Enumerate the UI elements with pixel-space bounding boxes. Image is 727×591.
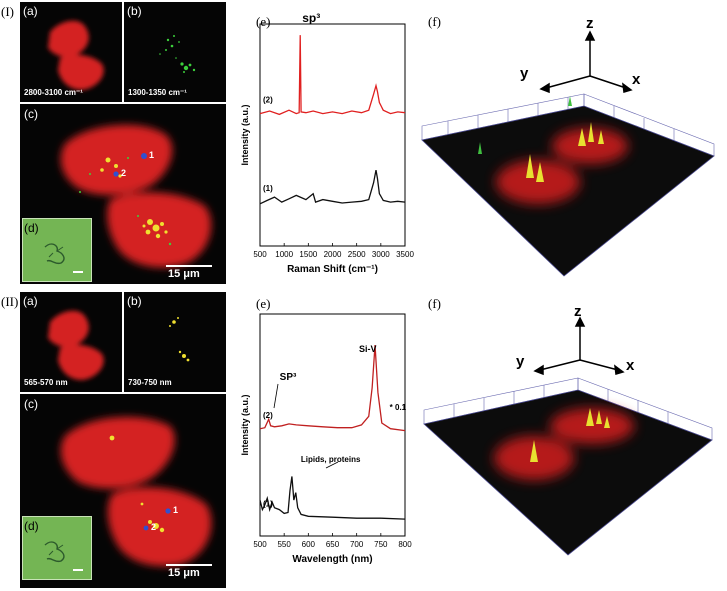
- chart2-series-1-line: [259, 345, 406, 432]
- chart1-ylabel: Intensity (a.u.): [240, 104, 250, 165]
- chart2-series-2-label: (1): [263, 499, 273, 508]
- row1-panel-f-label: (f): [428, 14, 441, 29]
- chart1-plot-frame: [259, 23, 406, 247]
- row1-3d-axes: [539, 30, 633, 94]
- row2-panel-e-label: (e): [256, 296, 271, 311]
- row2-scale-label: 15 μm: [168, 567, 200, 579]
- row2-axis-z: z: [574, 303, 582, 320]
- row2-panel-a-caption: 565-570 nm: [24, 378, 68, 387]
- chart1-series-2-label: (1): [263, 184, 273, 193]
- row2-panel-a-image: [48, 310, 104, 380]
- row1-axis-x: x: [632, 71, 641, 88]
- row2-3d-map: z y x: [423, 303, 713, 556]
- row2-panel-c-marker-1: 1: [173, 505, 179, 515]
- chart1-xlabel: Raman Shift (cm⁻¹): [287, 264, 378, 275]
- row1-raman-chart: Intensity (a.u.) 500 1000 1500 2000 2500 3000 3…: [240, 11, 414, 275]
- row1-panel-b-image: [159, 35, 196, 73]
- chart1-xtick-label: 3500: [396, 250, 414, 259]
- row1-panel-c-label: (c): [24, 107, 38, 121]
- chart1-xtick-label: 2000: [324, 250, 342, 259]
- row2-panel-b-image: [169, 317, 190, 362]
- row2-3d-axes: [533, 316, 625, 376]
- chart2-xtick-label: 750: [374, 540, 388, 549]
- row2-panel-d-inset: (d): [22, 516, 92, 580]
- row1-roman-label: (I): [1, 4, 14, 19]
- chart2-xtick-label: 550: [277, 540, 291, 549]
- row1-panel-c-marker-1: 1: [149, 150, 155, 160]
- row1-axis-y: y: [520, 65, 529, 82]
- chart1-series-1-line: [259, 35, 406, 116]
- row2-panel-c-marker-2: 2: [151, 522, 157, 532]
- row2-panel-f-label: (f): [428, 296, 441, 311]
- chart2-annotation-arrow-1: [273, 383, 279, 409]
- chart1-xtick-label: 500: [253, 250, 267, 259]
- row1-panel-b: (b) 1300-1350 cm⁻¹: [124, 2, 226, 102]
- row1-panel-c: (c) 1 2 15 μm (d): [20, 104, 226, 284]
- chart2-ylabel: Intensity (a.u.): [240, 394, 250, 455]
- chart2-annotation-arrow-4: [325, 461, 339, 469]
- row2-panel-b: (b) 730-750 nm: [124, 292, 226, 392]
- chart1-xtick-label: 2500: [348, 250, 366, 259]
- row1-panel-d-inset: (d): [22, 218, 92, 282]
- chart1-series-1-label: (2): [263, 96, 273, 105]
- chart1-annotation-1: sp³: [302, 11, 320, 25]
- row2-axis-y: y: [516, 353, 525, 370]
- row1-panel-c-image: [60, 124, 212, 268]
- chart1-xtick-label: 1000: [275, 250, 293, 259]
- row2-3d-floor: [423, 389, 713, 556]
- chart2-annotation-4: Lipids, proteins: [301, 455, 361, 464]
- chart2-plot-frame: [259, 313, 406, 537]
- chart2-xtick-label: 700: [350, 540, 364, 549]
- chart2-xtick-label: 600: [302, 540, 316, 549]
- row1-scale-label: 15 μm: [168, 268, 200, 280]
- row2-scale-bar: [166, 564, 212, 566]
- row1-3d-map: z y x: [421, 15, 715, 277]
- row1-scale-bar: [166, 265, 212, 267]
- row1-panel-a-image: [48, 20, 104, 90]
- row1-panel-b-label: (b): [127, 4, 142, 18]
- chart2-xtick-label: 500: [253, 540, 267, 549]
- row1-panel-c-marker-2: 2: [121, 168, 127, 178]
- row1-panel-a-caption: 2800-3100 cm⁻¹: [24, 88, 83, 97]
- row2-pl-chart: Intensity (a.u.) 500 550 600 650 700 750 800 Wav…: [240, 313, 412, 565]
- row2-panel-c: (c) 1 2 15 μm (d): [20, 394, 226, 588]
- row1-panel-a: (a) 2800-3100 cm⁻¹: [20, 2, 122, 102]
- row1-panel-a-label: (a): [23, 4, 38, 18]
- row2-panel-c-image: [60, 416, 212, 567]
- chart1-series-2-line: [259, 169, 406, 205]
- chart2-series-2-line: [259, 476, 406, 520]
- row2-panel-b-label: (b): [127, 294, 142, 308]
- row2-panel-b-caption: 730-750 nm: [128, 378, 172, 387]
- row2-axis-x: x: [626, 357, 635, 374]
- chart2-annotation-1: SP³: [280, 372, 297, 383]
- row2-panel-a-label: (a): [23, 294, 38, 308]
- chart2-xtick-label: 650: [326, 540, 340, 549]
- chart1-xtick-label: 3000: [372, 250, 390, 259]
- chart1-xtick-label: 1500: [299, 250, 317, 259]
- row2-panel-d-image: [44, 541, 83, 571]
- chart2-annotation-3: * 0.1: [390, 403, 407, 412]
- row1-axis-z: z: [586, 15, 594, 32]
- row2-panel-c-label: (c): [24, 397, 38, 411]
- row1-panel-d-image: [44, 243, 83, 273]
- chart2-series-1-label: (2): [263, 411, 273, 420]
- row2-panel-a: (a) 565-570 nm: [20, 292, 122, 392]
- row2-roman-label: (II): [1, 294, 19, 309]
- chart2-annotation-2: Si-V: [359, 344, 377, 354]
- row1-panel-b-caption: 1300-1350 cm⁻¹: [128, 88, 187, 97]
- row2-panel-d-label: (d): [24, 519, 39, 533]
- chart2-xlabel: Wavelength (nm): [292, 554, 372, 565]
- chart2-xtick-label: 800: [398, 540, 412, 549]
- row1-panel-d-label: (d): [24, 221, 39, 235]
